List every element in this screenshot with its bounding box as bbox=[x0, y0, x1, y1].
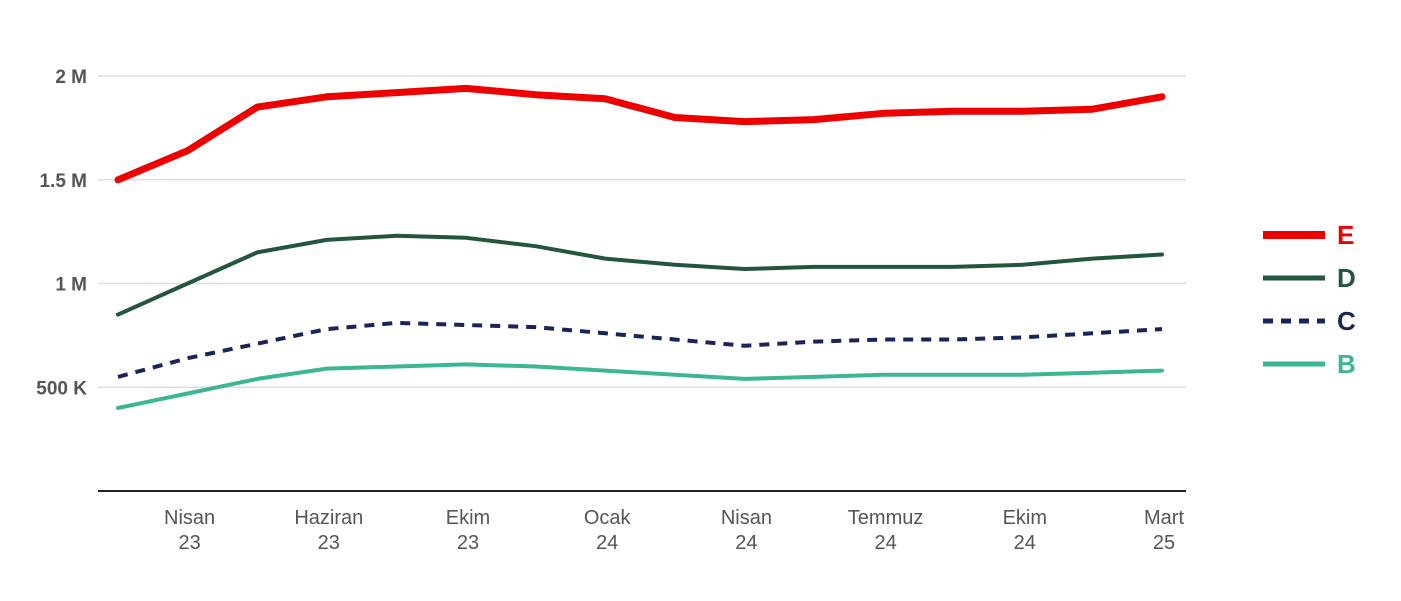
y-axis-ticks: 500 K 1 M 1.5 M 2 M bbox=[36, 67, 87, 399]
x-tick-label: Ekim bbox=[446, 507, 490, 529]
y-tick-label: 1 M bbox=[55, 275, 87, 296]
x-tick-label: 24 bbox=[735, 532, 757, 554]
x-tick-label: 24 bbox=[1014, 532, 1036, 554]
x-tick-label: Nisan bbox=[721, 507, 772, 529]
x-tick-label: 24 bbox=[874, 532, 896, 554]
series-line-c bbox=[117, 320, 1163, 379]
x-tick-label: Temmuz bbox=[848, 507, 924, 529]
legend-label: B bbox=[1337, 349, 1356, 379]
x-tick-label: Ocak bbox=[584, 507, 632, 529]
legend-label: E bbox=[1337, 220, 1354, 250]
legend-label: D bbox=[1337, 263, 1356, 293]
y-tick-label: 2 M bbox=[55, 67, 87, 88]
x-tick-label: Nisan bbox=[164, 507, 215, 529]
grid-lines bbox=[98, 75, 1186, 388]
x-tick-label: Ekim bbox=[1003, 507, 1047, 529]
x-tick-label: 23 bbox=[178, 532, 200, 554]
x-tick-label: Haziran bbox=[294, 507, 363, 529]
legend-label: C bbox=[1337, 306, 1356, 336]
series-lines bbox=[114, 84, 1166, 410]
x-tick-label: Mart bbox=[1144, 507, 1184, 529]
series-line-b bbox=[116, 362, 1164, 410]
y-tick-label: 500 K bbox=[36, 378, 87, 399]
y-tick-label: 1.5 M bbox=[39, 171, 87, 192]
x-tick-label: 25 bbox=[1153, 532, 1175, 554]
x-tick-label: 23 bbox=[318, 532, 340, 554]
x-tick-label: 24 bbox=[596, 532, 618, 554]
series-line-d bbox=[116, 233, 1164, 317]
series-line-e bbox=[114, 84, 1166, 184]
x-tick-label: 23 bbox=[457, 532, 479, 554]
x-axis-ticks: Nisan 23 Haziran 23 Ekim 23 Ocak 24 Nisan 24 Temmu… bbox=[164, 507, 1184, 554]
